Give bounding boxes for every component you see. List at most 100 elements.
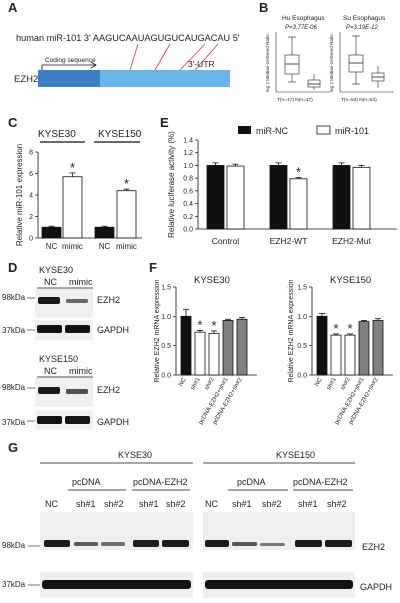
- kda-label-98: 98kDa: [2, 541, 26, 550]
- panel-b: B Hu Esophagus P=3.77E-06 log 2 Median-c…: [259, 0, 394, 103]
- chart-e-x-tick-label: EZH2-Mut: [332, 236, 371, 246]
- blot-lane-sh1: sh#1: [139, 499, 159, 509]
- chart-e-bar: [226, 165, 245, 230]
- chart-e-y-tick-label: 1.2: [183, 150, 193, 157]
- blot-g-group-pcdna: pcDNA: [72, 477, 101, 487]
- blot-lane-sh1: sh#1: [232, 499, 252, 509]
- binding-line: [129, 43, 139, 71]
- chart-f2-y-tick-label: 0.0: [297, 373, 307, 380]
- blot-g-group-pcdna: pcDNA: [237, 477, 266, 487]
- boxplot-box-normal: [307, 79, 321, 88]
- chart-f1-bar: [222, 320, 234, 376]
- boxplot-box-tumor: [348, 54, 364, 73]
- blot-lane-nc: NC: [45, 499, 58, 509]
- chart-c-significance-star: *: [124, 176, 129, 191]
- chart-f1-y-tick-label: 0.5: [161, 343, 171, 350]
- blot-d-cell-kyse30: KYSE30: [39, 265, 73, 275]
- chart-e-bar: [269, 165, 288, 230]
- chart-c-bar: [62, 176, 83, 239]
- blot-lane-sh2: sh#2: [327, 499, 347, 509]
- chart-c-y-tick-label: 8: [29, 150, 33, 157]
- chart-e-bar: [289, 178, 308, 230]
- boxplot-pvalue: P=3.77E-06: [285, 25, 318, 31]
- legend-swatch-mir-101: [316, 125, 331, 135]
- blot-label-gapdh: GAPDH: [97, 325, 129, 335]
- chart-f1-y-tick-label: 1.5: [161, 285, 171, 292]
- chart-c-bar: [116, 190, 137, 239]
- kda-label-37: 37kDa: [2, 326, 26, 335]
- chart-c-group-label-kyse150: KYSE150: [98, 129, 142, 140]
- coding-sequence-box: [38, 70, 100, 87]
- gene-name: EZH2: [14, 74, 38, 85]
- chart-f1-bar: [194, 331, 206, 376]
- band-gapdh: [205, 580, 353, 589]
- chart-e-y-tick-label: 0.6: [183, 188, 193, 195]
- legend-swatch-mir-nc: [238, 126, 251, 134]
- chart-c-x-tick-label: mimic: [62, 242, 83, 251]
- blot-label-gapdh: GAPDH: [360, 582, 392, 592]
- chart-f2-x-tick-label: NC: [314, 376, 324, 387]
- panel-label-a: A: [8, 0, 18, 15]
- legend-label-mir-nc: miR-NC: [256, 126, 288, 136]
- mirna-sequence: human miR-101 3' AAGUCAAUAGUGUCAUGACAU 5…: [16, 33, 240, 43]
- chart-e-x-tick-label: EZH2-WT: [270, 236, 308, 246]
- boxplot-ylabel: log 2 Median-centered Ratio: [329, 34, 334, 92]
- chart-f2-x-tick-label: sh#2: [340, 376, 352, 391]
- band-ezh2: [325, 540, 352, 547]
- chart-e-x-tick-label: Control: [212, 236, 240, 246]
- blot-lane-nc: NC: [205, 499, 218, 509]
- blot-d-cell-kyse150: KYSE150: [39, 354, 78, 364]
- chart-c-bar: [41, 226, 62, 239]
- kda-label-37: 37kDa: [2, 418, 26, 427]
- coding-sequence-label: Coding sequence: [45, 57, 96, 64]
- panel-label-f: F: [149, 260, 157, 275]
- chart-f2-bar: [372, 320, 384, 376]
- panel-d: D KYSE30 NC mimic 98kDa EZH2 37kDa GAPDH…: [2, 260, 129, 430]
- chart-c: 0 2 4 6 8 Relative miR-101 expression NC * mimic…: [15, 144, 142, 251]
- chart-e-y-tick-label: 0.2: [183, 214, 193, 221]
- chart-f2-y-axis-label: Relative EZH2 mRNA expression: [288, 279, 295, 382]
- chart-f1-x-tick-label: sh#2: [204, 376, 216, 391]
- band-ezh2: [101, 542, 125, 546]
- chart-f1-bar: [180, 315, 192, 376]
- chart-f2-y-tick-label: 0.5: [297, 343, 307, 350]
- chart-f2-significance-star: *: [347, 321, 352, 336]
- kda-label-37: 37kDa: [2, 580, 26, 589]
- chart-f1-y-tick-label: 1.0: [161, 314, 171, 321]
- legend-label-mir-101: miR-101: [335, 126, 369, 136]
- panel-label-d: D: [8, 260, 17, 275]
- chart-f1-x-tick-label: sh#1: [190, 376, 202, 391]
- band-ezh2-mimic: [66, 299, 88, 303]
- blot-label-ezh2: EZH2: [97, 385, 120, 395]
- blot-g-cell-kyse30: KYSE30: [118, 450, 152, 460]
- blot-lane-mimic: mimic: [69, 277, 93, 287]
- chart-c-y-tick-label: 4: [29, 193, 33, 200]
- chart-c-x-tick-label: NC: [46, 242, 58, 251]
- band-ezh2: [133, 540, 159, 547]
- blot-lane-sh2: sh#2: [104, 499, 124, 509]
- band-ezh2-mimic: [66, 389, 88, 394]
- chart-c-x-tick-label: mimic: [116, 242, 137, 251]
- blot-lane-sh2: sh#2: [166, 499, 186, 509]
- chart-c-group-label-kyse30: KYSE30: [38, 129, 76, 140]
- binding-line: [179, 43, 206, 71]
- chart-e-y-tick-label: 0.8: [183, 176, 193, 183]
- chart-f1-significance-star: *: [197, 317, 202, 332]
- panel-a: A human miR-101 3' AAGUCAAUAGUGUCAUGACAU…: [8, 0, 240, 87]
- chart-c-y-tick-label: 6: [29, 171, 33, 178]
- chart-c-bar: [94, 226, 115, 239]
- chart-e-y-tick-label: 1.0: [183, 163, 193, 170]
- band-gapdh-mimic: [65, 325, 90, 333]
- chart-c-significance-star: *: [70, 160, 75, 175]
- chart-f2-x-tick-label: sh#1: [326, 376, 338, 391]
- chart-f1-y-axis-label: Relative EZH2 mRNA expression: [154, 279, 161, 382]
- panel-g: G KYSE30 KYSE150 pcDNA pcDNA-EZH2 pcDNA …: [2, 440, 392, 598]
- chart-e-y-tick-label: 0.0: [183, 227, 193, 234]
- band-ezh2: [205, 540, 229, 547]
- boxplot-title: Su Esophagus: [343, 15, 386, 22]
- chart-f2-title: KYSE150: [330, 275, 371, 286]
- chart-f1-bar: [236, 318, 248, 376]
- blot-label-gapdh: GAPDH: [97, 417, 129, 427]
- utr-box: [100, 70, 230, 87]
